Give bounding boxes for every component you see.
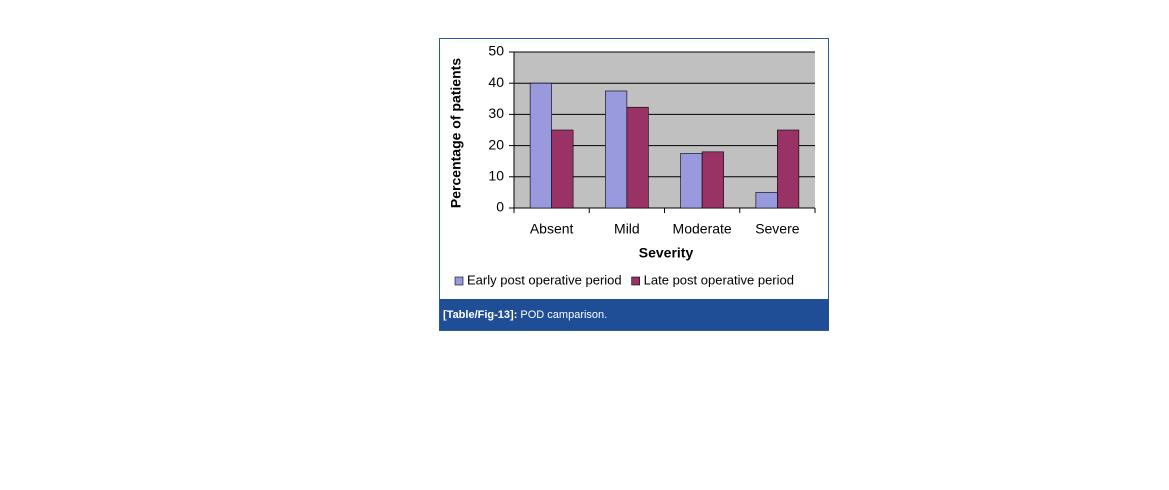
x-tick-label: Moderate [673,221,732,237]
y-tick-label: 0 [496,199,504,215]
x-tick-label: Severe [755,221,800,237]
legend-swatch [631,276,640,286]
bar [626,106,649,209]
y-tick-label: 30 [488,105,504,121]
y-tick-label: 20 [488,136,504,152]
x-axis-label: Severity [639,245,694,261]
x-tick-label: Mild [614,221,640,237]
x-tick-label: Absent [530,221,574,237]
bar [551,129,574,209]
y-tick-label: 40 [488,74,504,90]
legend-label: Late post operative period [644,272,794,287]
bar [680,153,703,209]
caption: [Table/Fig-13]: POD camparison. [443,309,607,321]
bar [701,151,724,209]
bar [605,90,628,209]
y-tick-label: 10 [488,168,504,184]
caption-text: POD camparison. [517,309,607,321]
bar [529,82,552,209]
y-tick-label: 50 [488,43,504,59]
caption-bar [440,299,829,330]
y-axis-label: Percentage of patients [448,58,464,208]
bar [755,192,778,209]
legend-swatch [454,276,464,286]
caption-label: [Table/Fig-13]: [443,309,517,321]
legend-label: Early post operative period [467,272,622,287]
bar [777,129,800,209]
